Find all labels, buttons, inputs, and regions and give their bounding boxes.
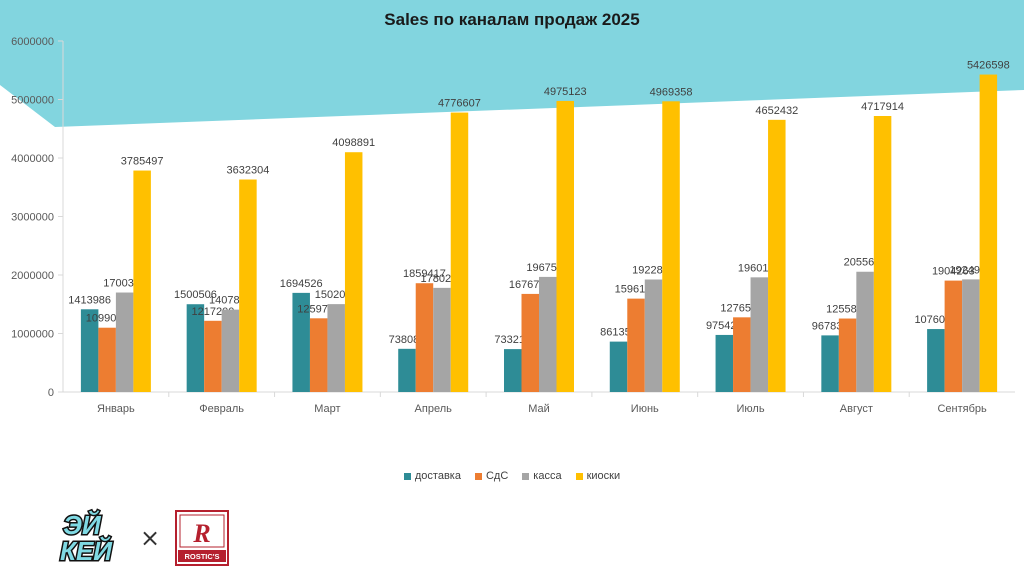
legend-label-cashier: касса (533, 470, 562, 482)
bar-kiosks (133, 170, 151, 392)
y-tick-label: 1000000 (11, 329, 54, 341)
bar-delivery (715, 334, 734, 392)
y-tick-label: 6000000 (11, 36, 54, 48)
bar-kiosks (979, 74, 998, 393)
legend-swatch-kiosks (575, 472, 583, 480)
bar-cashier (539, 276, 557, 392)
data-label-kiosks: 5426598 (967, 60, 1010, 72)
data-label-kiosks: 4975123 (544, 86, 587, 98)
data-label-delivery: 1500506 (174, 289, 217, 301)
bar-delivery (821, 335, 839, 392)
bar-cashier (856, 271, 874, 392)
bar-sds (415, 283, 434, 392)
bar-kiosks (662, 101, 680, 393)
rostics-logo-text: ROSTIC'S (184, 552, 219, 561)
bar-cashier (750, 277, 769, 392)
bar-delivery (292, 292, 310, 392)
y-tick-label: 4000000 (11, 153, 54, 165)
legend-item-kiosks: киоски (575, 470, 621, 482)
legend-item-cashier: касса (522, 470, 562, 482)
bar-sds (98, 327, 116, 392)
bar-delivery (80, 309, 99, 392)
y-tick-label: 0 (48, 387, 54, 399)
y-tick-label: 2000000 (11, 270, 54, 282)
bar-kiosks (239, 179, 257, 392)
x-tick-label: Август (840, 403, 873, 415)
legend-swatch-cashier (522, 472, 530, 480)
bar-delivery (609, 341, 628, 392)
bar-cashier (115, 292, 134, 392)
x-tick-label: Май (528, 403, 550, 415)
legend-swatch-delivery (403, 472, 411, 480)
x-tick-label: Март (314, 403, 340, 415)
bar-kiosks (450, 112, 469, 393)
logo-area: ЭЙ КЕЙ × R ROSTIC'S (58, 509, 229, 568)
ay-kay-logo-line1: ЭЙ (63, 510, 102, 540)
legend-item-delivery: доставка (403, 470, 461, 482)
data-label-kiosks: 4652432 (755, 105, 798, 117)
bar-delivery (504, 349, 522, 392)
bar-cashier (962, 279, 980, 392)
legend-item-sds: СдС (474, 470, 509, 482)
rostics-logo-inner (179, 514, 225, 548)
data-label-sds: 1859417 (403, 268, 446, 280)
bar-kiosks (873, 116, 892, 393)
bar-cashier (644, 279, 663, 392)
x-tick-label: Сентябрь (937, 403, 987, 415)
bar-cashier (433, 287, 451, 392)
bar-sds (309, 318, 328, 392)
bar-sds (521, 293, 539, 392)
chart-title: Sales по каналам продаж 2025 (384, 10, 640, 29)
ay-kay-logo: ЭЙ КЕЙ (58, 509, 114, 568)
bar-delivery (927, 329, 945, 392)
data-label-kiosks: 3785497 (121, 156, 164, 168)
y-tick-label: 3000000 (11, 212, 54, 224)
bar-delivery (398, 348, 416, 392)
logo-separator: × (140, 524, 160, 552)
legend-label-sds: СдС (485, 470, 509, 482)
data-label-kiosks: 4098891 (332, 137, 375, 149)
rostics-logo-letter: R (192, 519, 210, 548)
bar-sds (204, 320, 222, 392)
bar-kiosks (556, 100, 574, 392)
bar-sds (944, 280, 963, 392)
data-label-delivery: 1413986 (68, 294, 111, 306)
legend: доставка СдС касса киоски (0, 470, 1024, 482)
ay-kay-logo-line2: КЕЙ (60, 536, 113, 566)
y-tick-label: 5000000 (11, 95, 54, 107)
bar-kiosks (768, 119, 786, 392)
data-label-kiosks: 3632304 (227, 165, 270, 177)
bar-sds (733, 317, 751, 392)
x-tick-label: Январь (97, 403, 135, 415)
banner-shape (0, 0, 1024, 127)
bar-sds (627, 298, 645, 392)
bar-sds (838, 318, 857, 392)
x-tick-label: Апрель (415, 403, 453, 415)
bar-kiosks (344, 152, 363, 392)
data-label-kiosks: 4776607 (438, 98, 481, 110)
bar-cashier (327, 304, 345, 392)
x-tick-label: Июнь (631, 403, 659, 415)
legend-label-kiosks: киоски (586, 470, 621, 482)
bar-cashier (221, 309, 240, 392)
data-label-delivery: 1694526 (280, 278, 323, 290)
x-tick-label: Февраль (199, 403, 244, 415)
x-tick-label: Июль (737, 403, 765, 415)
data-label-sds: 1904263 (932, 266, 975, 278)
header-banner (0, 0, 1024, 127)
data-label-kiosks: 4969358 (650, 86, 693, 98)
rostics-logo: R ROSTIC'S (175, 510, 229, 566)
legend-label-delivery: доставка (414, 470, 461, 482)
rostics-logo-band (178, 550, 226, 562)
data-label-kiosks: 4717914 (861, 101, 904, 113)
bar-delivery (186, 304, 205, 392)
legend-swatch-sds (474, 472, 482, 480)
